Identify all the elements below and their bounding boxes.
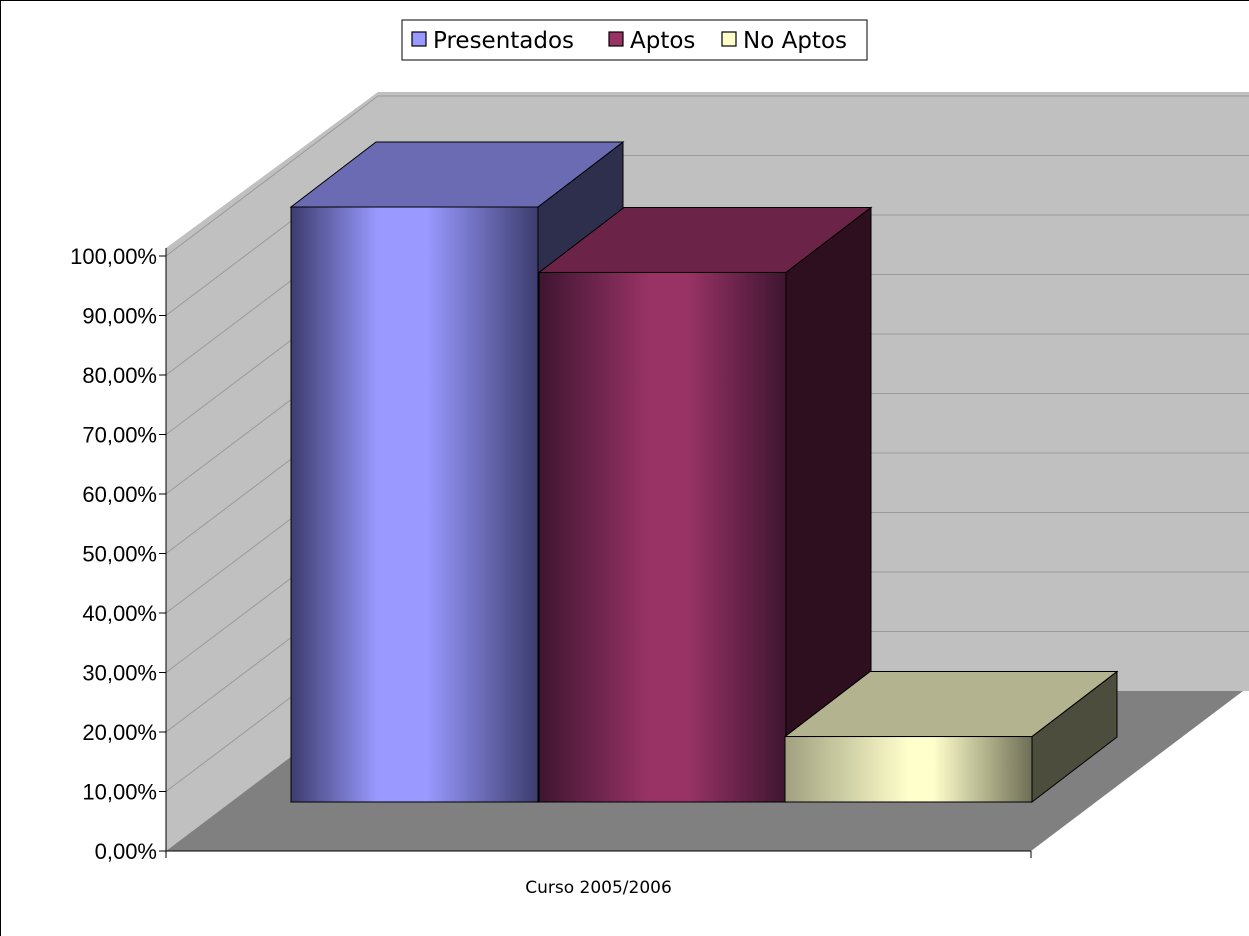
bars — [289, 140, 1119, 804]
y-tick-label: 40,00% — [82, 601, 157, 626]
legend-swatch-presentados — [411, 31, 427, 47]
y-tick-label: 20,00% — [82, 720, 157, 745]
bar-aptos — [537, 206, 873, 804]
category-label: Curso 2005/2006 — [525, 878, 672, 898]
legend-swatch-no-aptos — [721, 31, 737, 47]
y-axis: 0,00% 10,00% 20,00% 30,00% 40,00% 50,00% 60,00… — [70, 244, 167, 864]
y-tick-label: 100,00% — [70, 244, 157, 269]
y-tick-label: 80,00% — [82, 363, 157, 388]
y-tick-label: 50,00% — [82, 542, 157, 567]
x-axis: Curso 2005/2006 — [165, 850, 1032, 898]
legend-box — [401, 19, 868, 61]
legend-label-aptos: Aptos — [630, 28, 695, 54]
y-tick-label: 0,00% — [95, 839, 157, 864]
y-tick-label: 70,00% — [82, 423, 157, 448]
bar-front-no-aptos — [784, 736, 1033, 803]
y-tick-label: 30,00% — [82, 661, 157, 686]
y-tick-label: 60,00% — [82, 482, 157, 507]
y-tick-label: 10,00% — [82, 780, 157, 805]
bar-front-presentados — [290, 206, 539, 803]
bar-no-aptos — [783, 670, 1119, 804]
gridline-side — [165, 95, 379, 257]
legend-swatch-aptos — [608, 31, 624, 47]
legend-label-no-aptos: No Aptos — [743, 28, 847, 54]
y-tick-label: 90,00% — [82, 304, 157, 329]
bar-front-aptos — [538, 271, 787, 803]
legend: Presentados Aptos No Aptos — [401, 19, 868, 61]
legend-label-presentados: Presentados — [433, 28, 574, 54]
